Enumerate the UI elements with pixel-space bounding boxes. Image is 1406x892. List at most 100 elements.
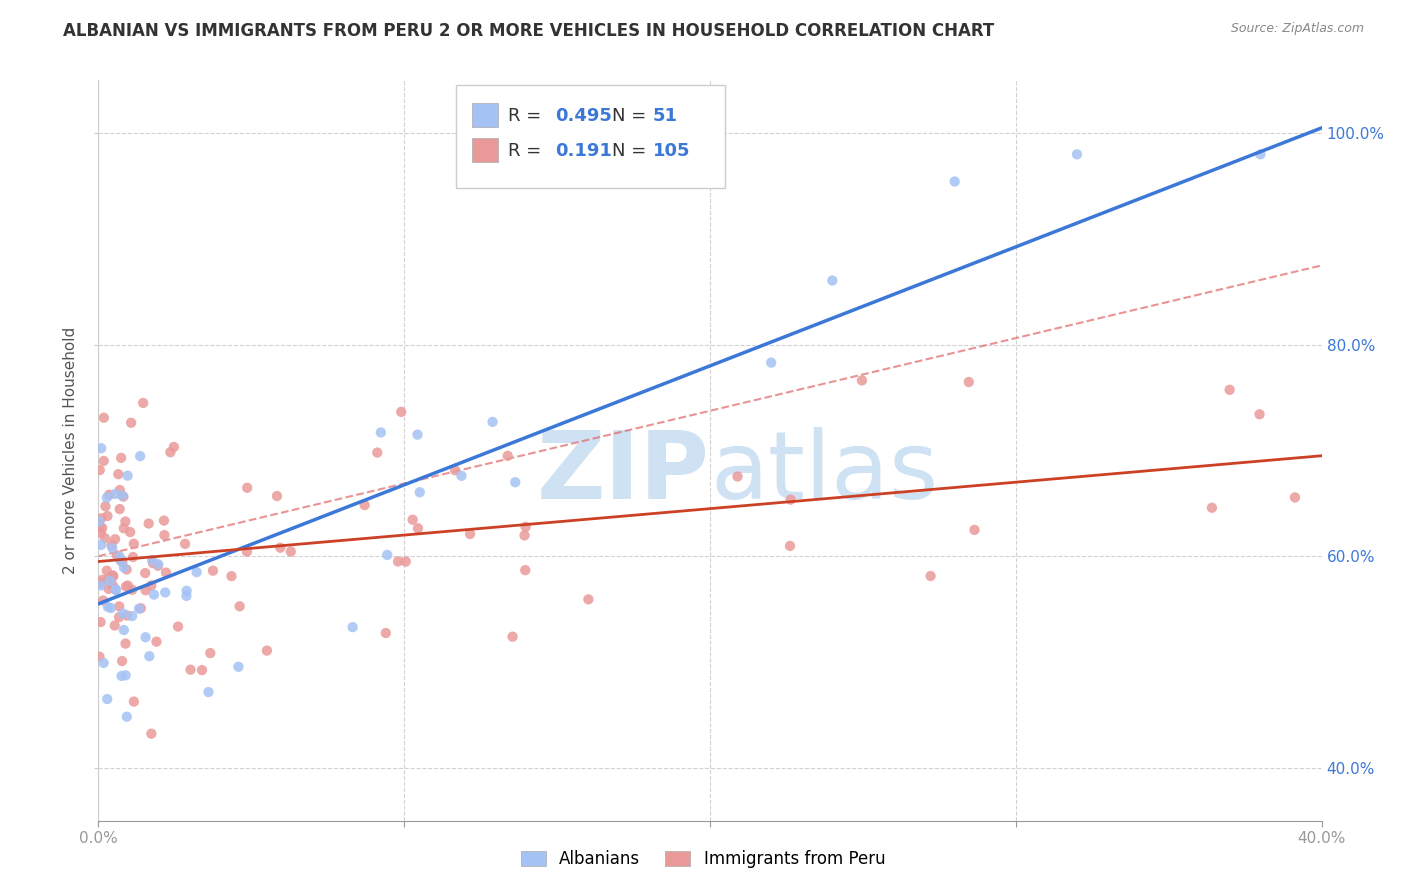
Point: [107, 467, 129, 482]
Point: [228, 599, 250, 614]
Point: [90, 538, 112, 552]
Point: [94, 531, 117, 545]
Point: [96, 508, 118, 523]
Point: [135, 630, 157, 644]
Point: [513, 528, 536, 542]
Point: [90, 511, 112, 525]
Point: [111, 654, 134, 668]
Point: [256, 643, 278, 657]
Point: [122, 549, 145, 564]
Point: [395, 555, 418, 569]
Point: [159, 445, 181, 459]
Point: [90, 442, 112, 456]
Point: [142, 556, 165, 570]
Text: R =: R =: [508, 107, 547, 125]
Point: [375, 548, 398, 562]
Text: N =: N =: [612, 107, 647, 125]
Point: [280, 544, 302, 558]
Point: [503, 475, 526, 490]
Point: [143, 588, 166, 602]
Point: [155, 566, 177, 580]
Point: [104, 533, 127, 547]
Point: [129, 449, 152, 463]
Point: [145, 634, 167, 648]
Point: [1284, 491, 1306, 505]
Point: [93, 656, 115, 670]
Point: [132, 396, 155, 410]
Point: [957, 375, 980, 389]
Point: [176, 589, 198, 603]
Point: [163, 440, 186, 454]
Point: [108, 502, 131, 516]
Point: [174, 537, 197, 551]
Point: [108, 483, 131, 497]
Point: [353, 498, 375, 512]
Point: [101, 578, 124, 592]
Point: [122, 537, 145, 551]
Point: [104, 487, 127, 501]
Point: [105, 582, 128, 597]
Text: N =: N =: [612, 142, 647, 160]
Point: [370, 425, 392, 440]
Point: [97, 582, 120, 596]
Text: R =: R =: [508, 142, 553, 160]
Point: [121, 582, 143, 597]
Point: [138, 649, 160, 664]
Point: [100, 538, 122, 552]
Point: [502, 630, 524, 644]
Legend: Albanians, Immigrants from Peru: Albanians, Immigrants from Peru: [515, 844, 891, 875]
Point: [135, 583, 157, 598]
Point: [104, 582, 127, 596]
Point: [101, 541, 124, 555]
Point: [401, 513, 423, 527]
Point: [89, 518, 111, 533]
Point: [759, 356, 782, 370]
Point: [1249, 407, 1271, 421]
Text: 0.495: 0.495: [555, 107, 612, 125]
Point: [481, 415, 503, 429]
Point: [89, 463, 111, 477]
Point: [727, 469, 749, 483]
Point: [114, 637, 136, 651]
Point: [374, 626, 396, 640]
Point: [200, 646, 222, 660]
Point: [112, 490, 135, 504]
Text: Source: ZipAtlas.com: Source: ZipAtlas.com: [1230, 22, 1364, 36]
Point: [406, 427, 429, 442]
Point: [108, 549, 131, 564]
Point: [112, 623, 135, 637]
Point: [191, 663, 214, 677]
Point: [153, 528, 176, 542]
Point: [236, 544, 259, 558]
Point: [108, 599, 131, 614]
Text: 105: 105: [652, 142, 690, 160]
Point: [1066, 147, 1088, 161]
Point: [176, 583, 198, 598]
Point: [444, 463, 467, 477]
Point: [134, 566, 156, 580]
Point: [96, 491, 118, 505]
Point: [236, 481, 259, 495]
Point: [93, 410, 115, 425]
Point: [112, 607, 135, 621]
Bar: [471, 103, 498, 127]
Point: [98, 488, 121, 502]
Point: [167, 619, 190, 633]
Point: [943, 174, 966, 188]
Point: [91, 573, 114, 587]
Point: [114, 668, 136, 682]
Point: [576, 592, 599, 607]
Point: [186, 565, 208, 579]
Point: [963, 523, 986, 537]
Point: [89, 576, 111, 591]
Point: [89, 649, 111, 664]
Point: [496, 449, 519, 463]
Text: atlas: atlas: [710, 426, 938, 518]
Point: [90, 615, 112, 629]
Point: [100, 601, 122, 615]
Point: [108, 610, 131, 624]
Point: [779, 492, 801, 507]
Point: [91, 521, 114, 535]
FancyBboxPatch shape: [456, 86, 724, 187]
Point: [112, 560, 135, 574]
